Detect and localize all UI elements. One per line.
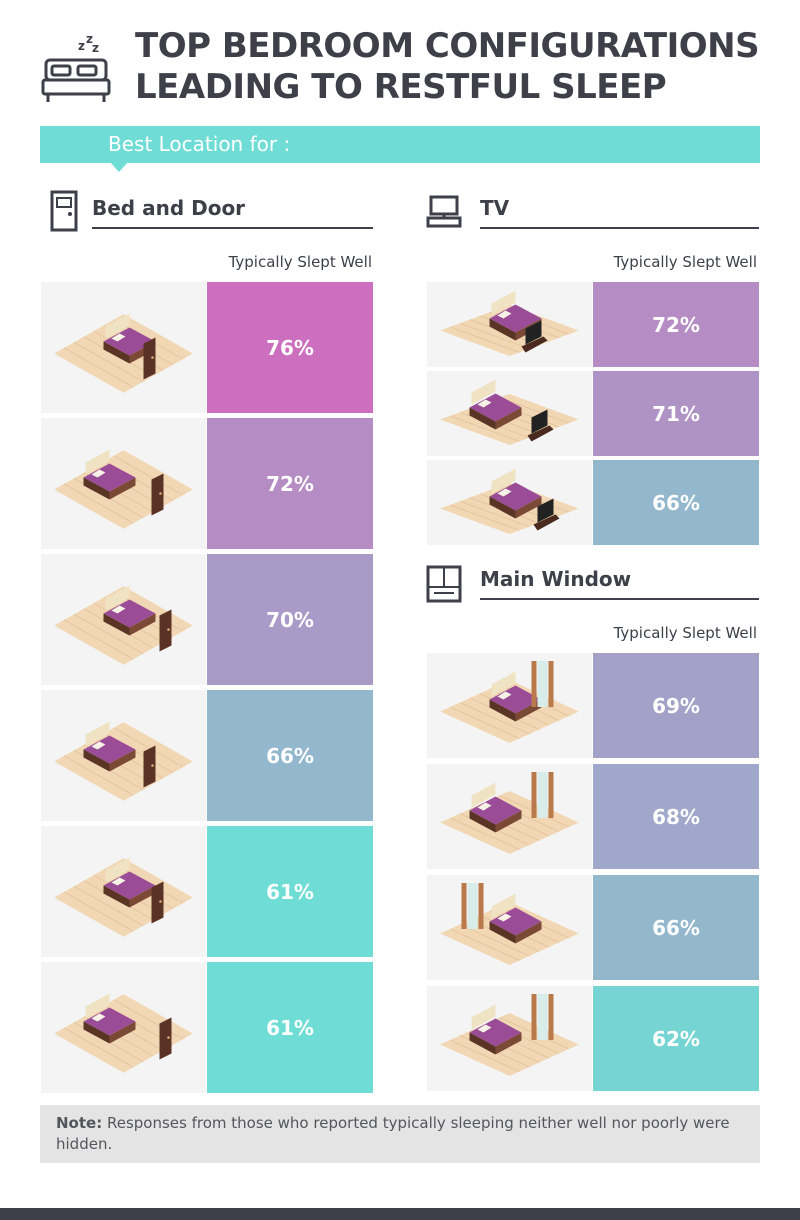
value-cell: 71% — [593, 371, 759, 456]
value-cell: 66% — [207, 690, 373, 821]
bed-zzz-icon: z z z — [40, 30, 112, 108]
table-row: 71% — [427, 371, 759, 456]
footer-bar — [0, 1208, 800, 1220]
banner-notch — [110, 162, 128, 172]
room-illustration — [427, 764, 592, 869]
table-row: 61% — [41, 826, 373, 957]
banner: Best Location for : — [40, 126, 760, 163]
value-cell: 76% — [207, 282, 373, 413]
table-row: 61% — [41, 962, 373, 1093]
note-text: Responses from those who reported typica… — [56, 1114, 730, 1153]
svg-text:z: z — [78, 39, 85, 53]
table-row: 69% — [427, 653, 759, 758]
room-illustration — [427, 986, 592, 1091]
room-illustration — [41, 690, 206, 821]
table-row: 66% — [427, 875, 759, 980]
banner-text: Best Location for : — [108, 132, 291, 156]
value-cell: 62% — [593, 986, 759, 1091]
note-box: Note: Responses from those who reported … — [40, 1105, 760, 1163]
column-header-main-window: Typically Slept Well — [613, 624, 757, 642]
section-title-tv: TV — [480, 196, 510, 220]
table-row: 68% — [427, 764, 759, 869]
value-cell: 66% — [593, 875, 759, 980]
value-cell: 70% — [207, 554, 373, 685]
table-row: 70% — [41, 554, 373, 685]
table-row: 62% — [427, 986, 759, 1091]
value-cell: 72% — [593, 282, 759, 367]
room-illustration — [41, 282, 206, 413]
section-title-main-window: Main Window — [480, 567, 632, 591]
room-illustration — [41, 418, 206, 549]
value-cell: 69% — [593, 653, 759, 758]
value-cell: 72% — [207, 418, 373, 549]
column-header-tv: Typically Slept Well — [613, 253, 757, 271]
room-illustration — [41, 554, 206, 685]
value-cell: 68% — [593, 764, 759, 869]
section-title-bed-door: Bed and Door — [92, 196, 246, 220]
table-row: 72% — [41, 418, 373, 549]
svg-text:z: z — [92, 41, 99, 55]
value-cell: 61% — [207, 962, 373, 1093]
page-title: TOP BEDROOM CONFIGURATIONS LEADING TO RE… — [135, 26, 760, 107]
table-row: 76% — [41, 282, 373, 413]
table-row: 72% — [427, 282, 759, 367]
value-cell: 61% — [207, 826, 373, 957]
section-rule-main-window — [480, 598, 759, 600]
svg-text:z: z — [86, 32, 93, 46]
note-label: Note: — [56, 1114, 103, 1132]
section-rule-tv — [480, 227, 759, 229]
room-illustration — [427, 460, 592, 545]
room-illustration — [427, 653, 592, 758]
window-icon — [426, 565, 462, 603]
table-row: 66% — [427, 460, 759, 545]
tv-icon — [426, 195, 462, 229]
table-row: 66% — [41, 690, 373, 821]
column-header-bed-door: Typically Slept Well — [228, 253, 372, 271]
room-illustration — [427, 875, 592, 980]
room-illustration — [427, 371, 592, 456]
section-rule-bed-door — [92, 227, 373, 229]
value-cell: 66% — [593, 460, 759, 545]
room-illustration — [41, 962, 206, 1093]
room-illustration — [427, 282, 592, 367]
room-illustration — [41, 826, 206, 957]
door-icon — [50, 190, 78, 232]
